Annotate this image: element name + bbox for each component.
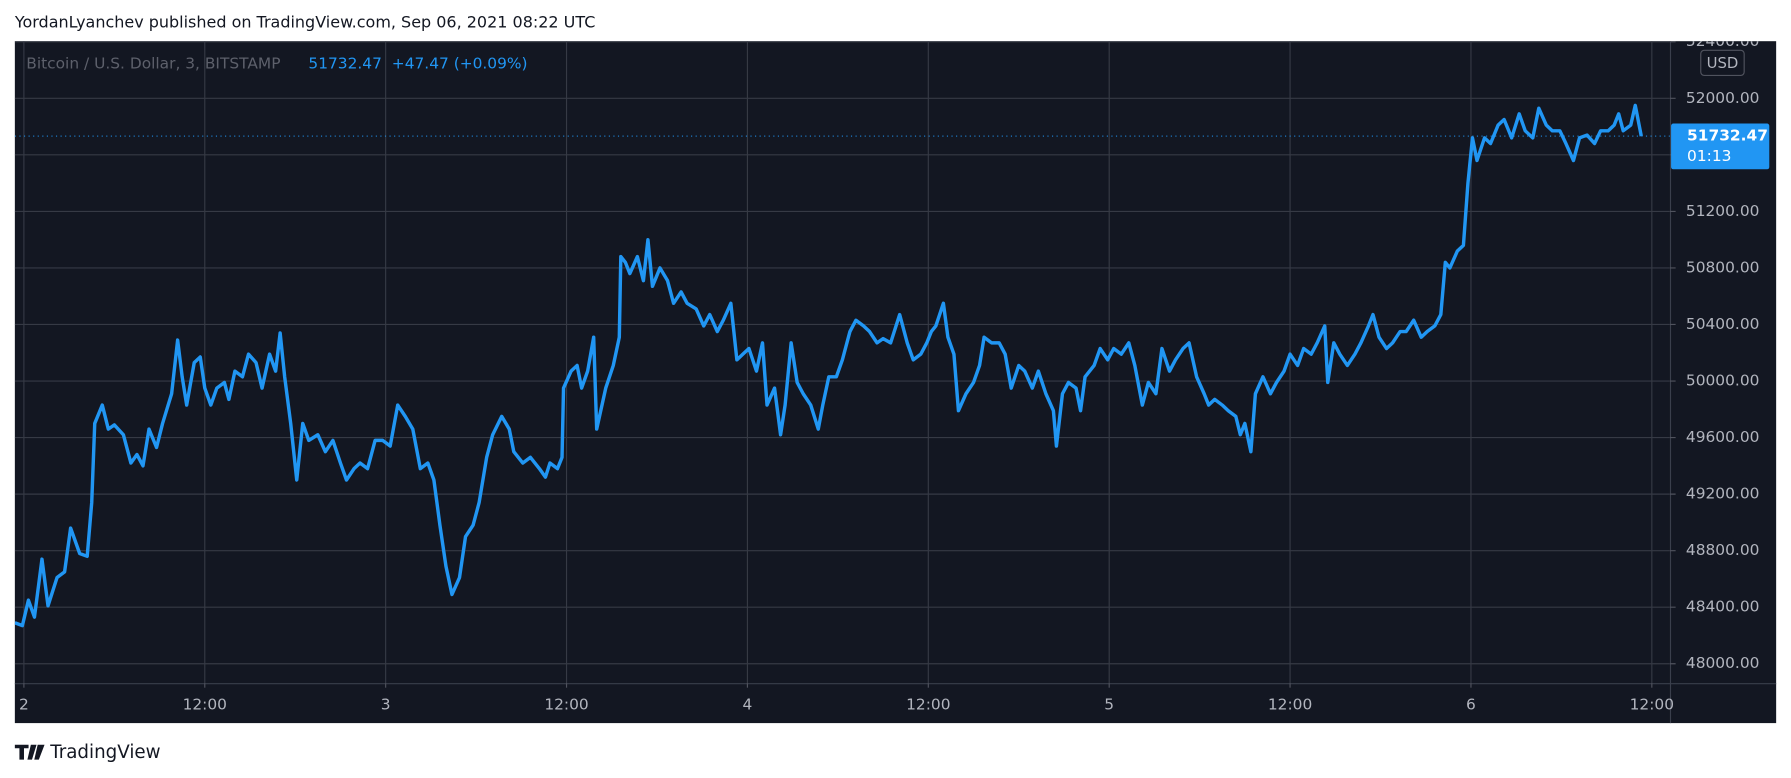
currency: USD bbox=[1707, 55, 1739, 72]
x-tick-label: 4 bbox=[743, 695, 753, 713]
y-tick-label: 51200.00 bbox=[1686, 202, 1760, 220]
x-tick-label: 12:00 bbox=[906, 695, 950, 713]
y-tick-label: 52000.00 bbox=[1686, 89, 1760, 107]
x-tick-label: 12:00 bbox=[544, 695, 588, 713]
chart-panel bbox=[14, 41, 1777, 724]
y-tick-label: 48400.00 bbox=[1686, 598, 1760, 616]
legend-change: +47.47 (+0.09%) bbox=[392, 55, 528, 73]
y-tick-label: 48000.00 bbox=[1686, 654, 1760, 672]
last-price-label: 51732.47 bbox=[1687, 127, 1768, 145]
brand-logo bbox=[14, 744, 45, 760]
y-tick-label: 50400.00 bbox=[1686, 315, 1760, 333]
y-tick-label: 50800.00 bbox=[1686, 258, 1760, 276]
y-tick-label: 49200.00 bbox=[1686, 485, 1760, 503]
x-tick-label: 12:00 bbox=[1268, 695, 1312, 713]
currency-box[interactable] bbox=[1700, 49, 1745, 77]
x-tick-label: 6 bbox=[1466, 695, 1476, 713]
publish-info: YordanLyanchev published on TradingView.… bbox=[14, 12, 596, 31]
x-tick-label: 3 bbox=[381, 695, 391, 713]
y-tick-label: 49600.00 bbox=[1686, 428, 1760, 446]
brand-name: TradingView bbox=[49, 742, 160, 763]
y-tick-label: 52400.00 bbox=[1686, 32, 1760, 50]
legend-price: 51732.47 bbox=[308, 55, 382, 73]
y-tick-label: 48800.00 bbox=[1686, 541, 1760, 559]
last-price-box bbox=[1671, 123, 1770, 170]
x-tick-label: 5 bbox=[1104, 695, 1114, 713]
symbol-title: Bitcoin / U.S. Dollar, 3, BITSTAMP bbox=[26, 55, 280, 73]
price-line bbox=[14, 103, 1643, 628]
x-tick-label: 12:00 bbox=[183, 695, 227, 713]
x-tick-label: 2 bbox=[19, 695, 29, 713]
countdown: 01:13 bbox=[1687, 147, 1731, 165]
y-tick-label: 50000.00 bbox=[1686, 372, 1760, 390]
x-tick-label: 12:00 bbox=[1630, 695, 1674, 713]
